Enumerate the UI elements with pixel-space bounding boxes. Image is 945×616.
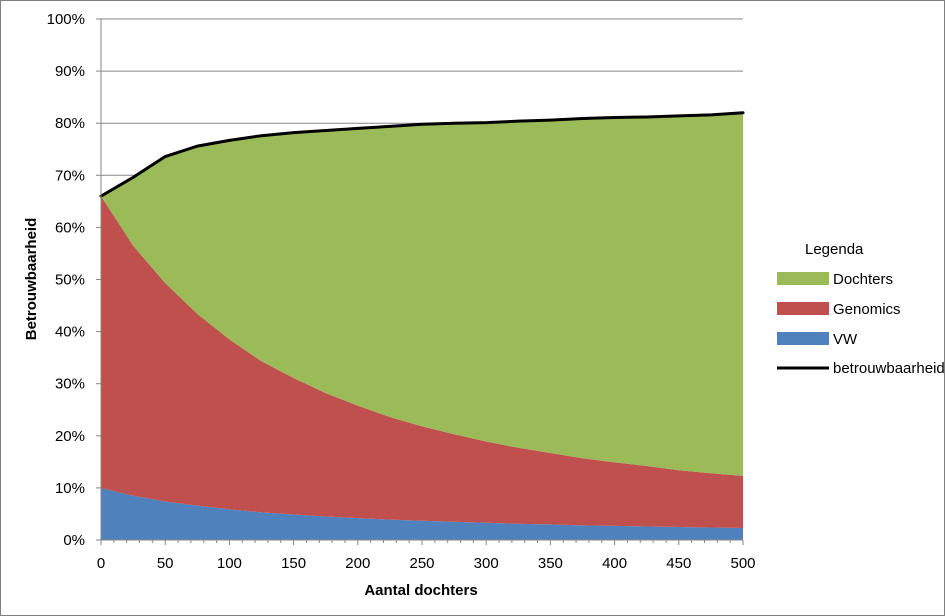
x-tick-label: 50 <box>157 555 174 572</box>
legend-title: Legenda <box>805 241 864 258</box>
legend-label-vw: VW <box>833 331 858 348</box>
y-tick-label: 20% <box>55 428 85 445</box>
x-tick-label: 300 <box>474 555 499 572</box>
y-tick-label: 40% <box>55 324 85 341</box>
legend-label-genomics: Genomics <box>833 301 901 318</box>
legend-swatch-dochters <box>777 272 829 285</box>
y-tick-label: 100% <box>47 11 85 28</box>
y-tick-label: 30% <box>55 376 85 393</box>
legend-label-dochters: Dochters <box>833 271 893 288</box>
x-tick-label: 200 <box>345 555 370 572</box>
x-axis-title: Aantal dochters <box>364 582 477 599</box>
tick-labels: 0% 10% 20% 30% 40% 50% 60% 70% 80% 90% 100% 0 50 100 1… <box>47 11 756 572</box>
line-betrouwbaarheid <box>99 111 745 198</box>
area-vw <box>101 487 743 540</box>
x-tick-label: 250 <box>409 555 434 572</box>
y-tick-label: 70% <box>55 167 85 184</box>
y-tick-label: 10% <box>55 480 85 497</box>
y-tick-label: 50% <box>55 272 85 289</box>
y-tick-label: 0% <box>63 532 85 549</box>
area-genomics <box>101 196 743 529</box>
legend: Legenda Dochters Genomics VW betrouwbaar… <box>777 241 944 377</box>
plot-areas <box>99 111 745 540</box>
legend-label-betrouwbaarheid: betrouwbaarheid <box>833 360 944 377</box>
y-tick-label: 80% <box>55 115 85 132</box>
legend-swatch-vw <box>777 332 829 345</box>
x-tick-label: 150 <box>281 555 306 572</box>
y-tick-label: 60% <box>55 219 85 236</box>
x-tick-label: 350 <box>538 555 563 572</box>
x-tick-label: 500 <box>730 555 755 572</box>
x-tick-label: 0 <box>97 555 105 572</box>
x-tick-label: 400 <box>602 555 627 572</box>
y-tick-label: 90% <box>55 63 85 80</box>
legend-swatch-genomics <box>777 302 829 315</box>
axes <box>96 18 744 545</box>
x-tick-label: 100 <box>217 555 242 572</box>
area-dochters <box>101 112 743 476</box>
x-tick-label: 450 <box>666 555 691 572</box>
y-axis-title: Betrouwbaarheid <box>23 218 40 341</box>
